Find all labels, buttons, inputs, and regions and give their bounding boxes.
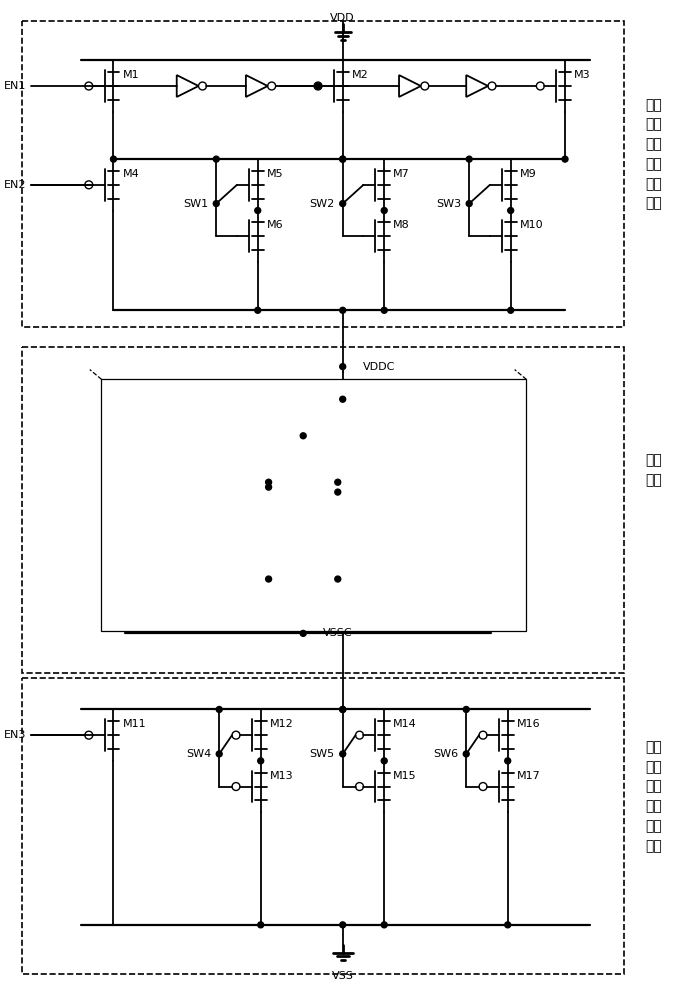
Circle shape: [339, 706, 346, 712]
Text: SW6: SW6: [433, 749, 458, 759]
Circle shape: [213, 156, 219, 162]
Circle shape: [463, 706, 469, 712]
Text: M8: M8: [393, 220, 410, 230]
Circle shape: [217, 751, 222, 757]
Circle shape: [213, 201, 219, 207]
Circle shape: [381, 922, 387, 928]
Bar: [22, 678, 624, 974]
Circle shape: [339, 706, 346, 712]
Text: M16: M16: [516, 719, 540, 729]
Text: M2: M2: [352, 70, 368, 80]
Text: SW3: SW3: [436, 199, 461, 209]
Circle shape: [301, 433, 306, 439]
Circle shape: [266, 576, 272, 582]
Text: SW4: SW4: [186, 749, 211, 759]
Circle shape: [466, 156, 472, 162]
Circle shape: [217, 706, 222, 712]
Circle shape: [466, 201, 472, 207]
Text: SW1: SW1: [183, 199, 208, 209]
Circle shape: [507, 208, 514, 213]
Circle shape: [505, 922, 511, 928]
Text: M5: M5: [266, 169, 283, 179]
Text: M13: M13: [270, 771, 293, 781]
Text: EN1: EN1: [4, 81, 27, 91]
Text: M7: M7: [393, 169, 410, 179]
Text: 存储: 存储: [645, 740, 663, 754]
Text: SW2: SW2: [309, 199, 335, 209]
Text: EN3: EN3: [4, 730, 27, 740]
Text: 阵列: 阵列: [645, 118, 663, 132]
Text: M11: M11: [122, 719, 146, 729]
Text: EN2: EN2: [4, 180, 27, 190]
Text: 地端: 地端: [645, 780, 663, 794]
Text: M12: M12: [270, 719, 294, 729]
Circle shape: [266, 479, 272, 485]
Circle shape: [335, 489, 341, 495]
Text: VDDC: VDDC: [363, 362, 395, 372]
Text: M14: M14: [393, 719, 417, 729]
Circle shape: [339, 751, 346, 757]
Circle shape: [111, 156, 117, 162]
Bar: [148, 419, 494, 612]
Text: 模块: 模块: [645, 839, 663, 853]
Text: M1: M1: [122, 70, 139, 80]
Text: M10: M10: [520, 220, 543, 230]
Circle shape: [381, 758, 387, 764]
Text: 电压: 电压: [645, 799, 663, 813]
Text: 控制: 控制: [645, 819, 663, 833]
Circle shape: [335, 479, 341, 485]
Text: 模块: 模块: [645, 197, 663, 211]
Circle shape: [257, 922, 264, 928]
Circle shape: [505, 758, 511, 764]
Text: M15: M15: [393, 771, 417, 781]
Circle shape: [339, 156, 346, 162]
Circle shape: [339, 364, 346, 370]
Circle shape: [339, 922, 346, 928]
Text: SW5: SW5: [309, 749, 335, 759]
Text: M4: M4: [122, 169, 139, 179]
Circle shape: [315, 83, 321, 89]
Circle shape: [301, 630, 306, 636]
Circle shape: [339, 201, 346, 207]
Circle shape: [507, 307, 514, 313]
Text: 电源: 电源: [645, 137, 663, 151]
Circle shape: [339, 396, 346, 402]
Bar: [124, 399, 510, 622]
Circle shape: [255, 208, 261, 213]
Text: 存储: 存储: [645, 453, 663, 467]
Circle shape: [562, 156, 568, 162]
Text: 电压: 电压: [645, 157, 663, 171]
Text: 阵列: 阵列: [645, 473, 663, 487]
Text: M9: M9: [520, 169, 536, 179]
Text: VSS: VSS: [332, 971, 354, 981]
Text: VSSC: VSSC: [323, 628, 352, 638]
Circle shape: [335, 576, 341, 582]
Bar: [136, 409, 502, 617]
Circle shape: [339, 307, 346, 313]
Text: VDD: VDD: [331, 13, 355, 23]
Circle shape: [255, 307, 261, 313]
Circle shape: [381, 208, 387, 213]
Circle shape: [381, 307, 387, 313]
Circle shape: [339, 156, 346, 162]
Text: 控制: 控制: [645, 177, 663, 191]
Text: 阵列: 阵列: [645, 760, 663, 774]
Circle shape: [463, 751, 469, 757]
Text: M3: M3: [574, 70, 591, 80]
Text: 存储: 存储: [645, 98, 663, 112]
Bar: [113, 389, 518, 626]
Bar: [22, 347, 624, 673]
Bar: [22, 21, 624, 327]
Text: M17: M17: [516, 771, 540, 781]
Circle shape: [257, 758, 264, 764]
Text: M6: M6: [266, 220, 283, 230]
Circle shape: [266, 484, 272, 490]
Bar: [100, 379, 525, 631]
